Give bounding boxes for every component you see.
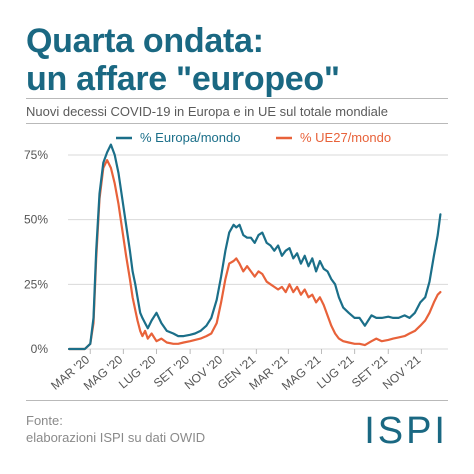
- legend: % Europa/mondo % UE27/mondo: [116, 130, 391, 145]
- y-tick-label: 75%: [24, 148, 48, 162]
- legend-label-europe: % Europa/mondo: [140, 130, 240, 145]
- title-divider: [26, 98, 448, 99]
- y-tick-label: 25%: [24, 277, 48, 291]
- series-line-europe: [67, 143, 442, 351]
- ispi-logo: ISPI: [364, 410, 448, 452]
- subtitle-divider: [26, 123, 448, 124]
- y-axis-ticks: 0% 25% 50% 75%: [24, 148, 48, 356]
- legend-label-eu27: % UE27/mondo: [300, 130, 391, 145]
- source-label: Fonte:: [26, 413, 63, 428]
- source-note: Fonte: elaborazioni ISPI su dati OWID: [26, 412, 205, 446]
- footer-divider: [26, 400, 448, 401]
- grid-layer: [68, 154, 448, 350]
- x-tick-label: LUG '21: [314, 352, 357, 391]
- x-tick-label: NOV '21: [380, 352, 424, 392]
- chart-title-line1: Quarta ondata:: [26, 22, 264, 60]
- y-tick-label: 50%: [24, 213, 48, 227]
- chart-subtitle: Nuovi decessi COVID-19 in Europa e in UE…: [26, 104, 389, 119]
- x-tick-label: LUG '20: [116, 352, 159, 391]
- y-tick-label: 0%: [31, 342, 49, 356]
- source-text: elaborazioni ISPI su dati OWID: [26, 430, 206, 445]
- chart-title-line2: un affare "europeo": [26, 60, 340, 98]
- series-layer: [67, 143, 442, 351]
- chart-title: Quarta ondata: un affare "europeo": [26, 22, 340, 98]
- series-line-eu27: [67, 159, 442, 351]
